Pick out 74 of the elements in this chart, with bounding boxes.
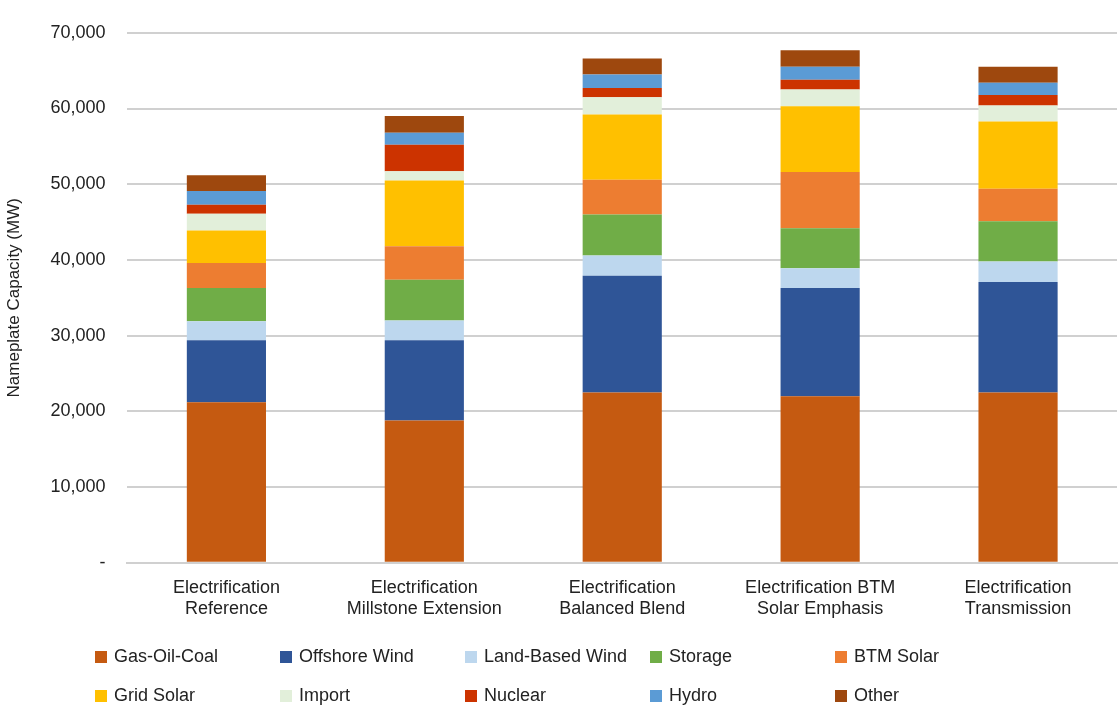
bar bbox=[582, 392, 662, 562]
bar bbox=[582, 88, 662, 98]
bar bbox=[186, 230, 266, 263]
y-tick-label: 60,000 bbox=[50, 97, 106, 118]
bar bbox=[186, 191, 266, 205]
x-tick-label: Electrification BTM Solar Emphasis bbox=[745, 576, 896, 619]
bar bbox=[384, 171, 464, 181]
bar bbox=[780, 66, 860, 80]
legend-label: Import bbox=[299, 685, 351, 706]
bar bbox=[582, 58, 662, 75]
bar bbox=[582, 275, 662, 393]
legend-label: Land-Based Wind bbox=[484, 646, 628, 667]
legend-label: Storage bbox=[669, 646, 733, 667]
legend-label: Nuclear bbox=[484, 685, 547, 706]
bar bbox=[780, 79, 860, 90]
bar bbox=[978, 66, 1058, 83]
legend-label: Gas-Oil-Coal bbox=[114, 646, 219, 667]
legend-label: Offshore Wind bbox=[299, 646, 414, 667]
bar bbox=[978, 121, 1058, 189]
bar bbox=[384, 144, 464, 172]
bar bbox=[582, 179, 662, 215]
y-tick-label: 30,000 bbox=[50, 324, 106, 345]
bar bbox=[384, 180, 464, 247]
bar bbox=[978, 221, 1058, 262]
x-tick-label: Electrification Reference bbox=[172, 576, 280, 619]
bar bbox=[384, 320, 464, 341]
bar bbox=[780, 50, 860, 67]
y-tick-label: 20,000 bbox=[50, 400, 106, 421]
bar bbox=[384, 246, 464, 280]
bar bbox=[978, 105, 1058, 122]
x-tick-label: Electrification Balanced Blend bbox=[559, 576, 686, 619]
bar bbox=[186, 321, 266, 341]
y-tick-label: 10,000 bbox=[50, 476, 106, 497]
bar bbox=[780, 268, 860, 288]
y-axis-title: Nameplate Capacity (MW) bbox=[3, 198, 23, 398]
bar bbox=[384, 420, 464, 562]
bar bbox=[582, 114, 662, 180]
x-tick-label: Electrification Millstone Extension bbox=[346, 576, 502, 619]
bar bbox=[582, 74, 662, 89]
bar bbox=[384, 279, 464, 321]
legend-label: Grid Solar bbox=[114, 685, 196, 706]
legend-label: Hydro bbox=[669, 685, 718, 706]
bar bbox=[780, 228, 860, 269]
y-tick-label: 40,000 bbox=[50, 248, 106, 269]
bar bbox=[186, 175, 266, 192]
bar bbox=[582, 214, 662, 256]
bar bbox=[780, 106, 860, 173]
x-tick-label: Electrification Transmission bbox=[964, 576, 1072, 619]
bar bbox=[978, 94, 1058, 106]
bar bbox=[780, 89, 860, 107]
bar bbox=[780, 287, 860, 397]
bar bbox=[780, 172, 860, 229]
y-tick-label: - bbox=[99, 551, 106, 572]
bar bbox=[186, 287, 266, 322]
bar bbox=[186, 340, 266, 403]
bar bbox=[780, 396, 860, 562]
legend-label: Other bbox=[854, 685, 900, 706]
bar bbox=[186, 262, 266, 288]
bar bbox=[978, 82, 1058, 95]
bar bbox=[978, 281, 1058, 393]
bar bbox=[384, 132, 464, 145]
legend-label: BTM Solar bbox=[854, 646, 940, 667]
y-tick-label: 70,000 bbox=[50, 21, 106, 42]
bar bbox=[186, 204, 266, 214]
bar bbox=[186, 213, 266, 231]
bar bbox=[978, 261, 1058, 282]
bar bbox=[186, 402, 266, 562]
bar bbox=[384, 116, 464, 133]
bar bbox=[582, 97, 662, 115]
bar bbox=[582, 255, 662, 276]
bar bbox=[384, 340, 464, 421]
y-tick-label: 50,000 bbox=[50, 173, 106, 194]
bar bbox=[978, 188, 1058, 222]
bar bbox=[978, 392, 1058, 562]
